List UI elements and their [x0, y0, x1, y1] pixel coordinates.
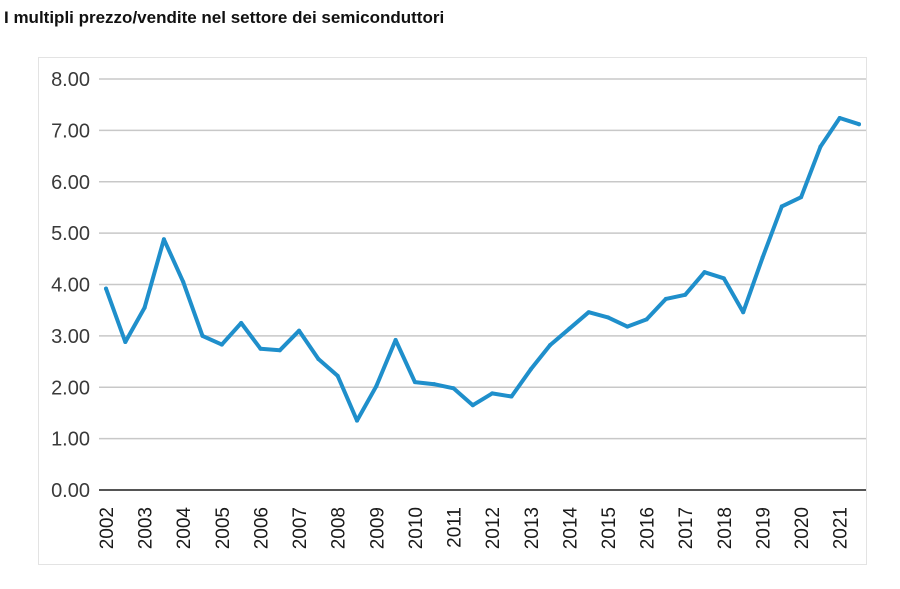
data-point	[161, 237, 166, 242]
y-tick-label: 3.00	[51, 326, 90, 348]
data-point	[451, 386, 456, 391]
x-tick-label: 2011	[445, 507, 466, 548]
data-point	[721, 276, 726, 281]
y-tick-label: 8.00	[51, 69, 90, 91]
y-tick-label: 6.00	[51, 172, 90, 194]
x-tick-label: 2007	[290, 507, 311, 549]
data-point	[799, 195, 804, 200]
data-point	[509, 394, 514, 399]
data-point	[219, 342, 224, 347]
data-point	[142, 305, 147, 310]
x-tick-label: 2017	[676, 507, 697, 549]
data-point	[528, 367, 533, 372]
data-point	[837, 116, 842, 121]
data-point	[277, 348, 282, 353]
data-point	[123, 340, 128, 345]
x-tick-label: 2015	[599, 507, 620, 549]
data-point	[432, 382, 437, 387]
x-tick-label: 2016	[638, 507, 659, 549]
x-tick-label: 2019	[753, 507, 774, 549]
x-tick-label: 2018	[715, 507, 736, 549]
data-point	[297, 328, 302, 333]
y-tick-label: 7.00	[51, 120, 90, 142]
x-tick-label: 2008	[329, 507, 350, 549]
data-point	[258, 346, 263, 351]
data-point	[374, 384, 379, 389]
data-point	[567, 326, 572, 331]
x-tick-label: 2021	[831, 507, 852, 549]
x-tick-label: 2004	[174, 507, 195, 550]
data-point	[355, 418, 359, 423]
data-point	[683, 292, 688, 297]
data-point	[741, 310, 746, 315]
chart-title: I multipli prezzo/vendite nel settore de…	[4, 8, 445, 27]
data-point	[606, 315, 610, 320]
data-point	[760, 255, 765, 260]
data-point	[412, 380, 417, 385]
data-point	[702, 270, 707, 275]
chart-frame	[38, 57, 867, 565]
data-point	[625, 324, 630, 329]
data-point	[857, 122, 861, 127]
data-point	[818, 144, 823, 149]
y-tick-label: 1.00	[51, 429, 90, 451]
series-line	[104, 116, 861, 423]
x-tick-label: 2012	[483, 507, 504, 549]
x-tick-label: 2005	[213, 507, 234, 549]
x-tick-label: 2003	[136, 507, 157, 549]
y-tick-label: 0.00	[51, 480, 90, 502]
data-point	[548, 343, 553, 348]
data-point	[181, 279, 186, 284]
x-tick-label: 2020	[792, 507, 813, 549]
y-tick-label: 5.00	[51, 223, 90, 245]
x-tick-label: 2010	[406, 507, 427, 549]
y-tick-label: 4.00	[51, 275, 90, 297]
data-point	[316, 356, 321, 361]
x-tick-label: 2009	[367, 507, 388, 549]
data-point	[335, 373, 340, 378]
data-point	[644, 317, 649, 322]
data-point	[239, 321, 244, 326]
data-point	[490, 391, 495, 396]
data-point	[663, 296, 668, 301]
x-tick-label: 2002	[97, 507, 118, 549]
data-point	[104, 286, 108, 291]
data-point	[200, 333, 205, 338]
data-point	[779, 204, 784, 209]
data-point	[393, 337, 398, 342]
y-tick-label: 2.00	[51, 377, 90, 399]
data-point	[586, 310, 591, 315]
x-tick-label: 2014	[560, 507, 581, 550]
x-tick-label: 2013	[522, 507, 543, 549]
data-point	[470, 403, 475, 408]
x-tick-label: 2006	[251, 507, 272, 549]
